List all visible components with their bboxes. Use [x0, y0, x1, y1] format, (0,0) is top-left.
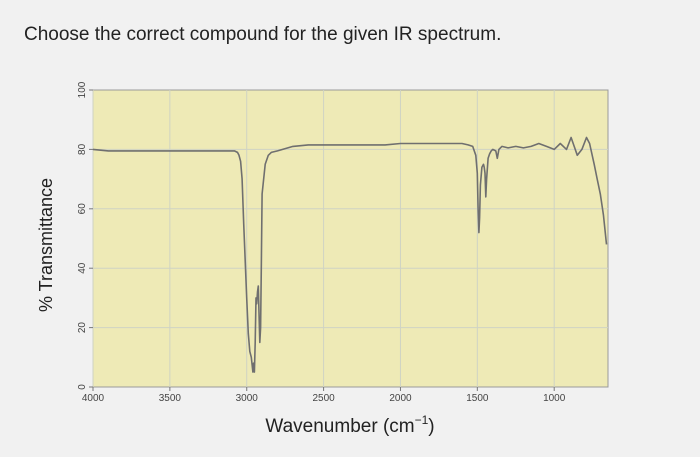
question-text: Choose the correct compound for the give…: [24, 24, 502, 45]
x-axis-label: Wavenumber (cm−1): [265, 413, 434, 437]
x-tick-label: 1000: [543, 393, 566, 404]
x-tick-label: 1500: [466, 393, 489, 404]
grid: [92, 90, 608, 387]
x-tick-label: 4000: [82, 393, 105, 404]
y-tick-label: 0: [77, 384, 88, 390]
y-axis: 0 20 40 60 80 100: [77, 81, 93, 390]
x-tick-label: 3000: [236, 393, 259, 404]
y-tick-label: 20: [77, 322, 88, 334]
y-tick-label: 100: [77, 81, 88, 98]
x-tick-label: 2500: [312, 393, 335, 404]
x-axis: 4000 3500 3000 2500 2000 1500 1000: [82, 387, 566, 404]
y-tick-label: 60: [77, 203, 88, 215]
y-tick-label: 40: [77, 262, 88, 274]
plot-area: [92, 89, 609, 388]
y-axis-label: % Transmittance: [36, 178, 56, 312]
x-tick-label: 3500: [159, 393, 182, 404]
y-tick-label: 80: [77, 143, 88, 155]
x-tick-label: 2000: [389, 393, 412, 404]
spectrum-line: [92, 136, 608, 373]
